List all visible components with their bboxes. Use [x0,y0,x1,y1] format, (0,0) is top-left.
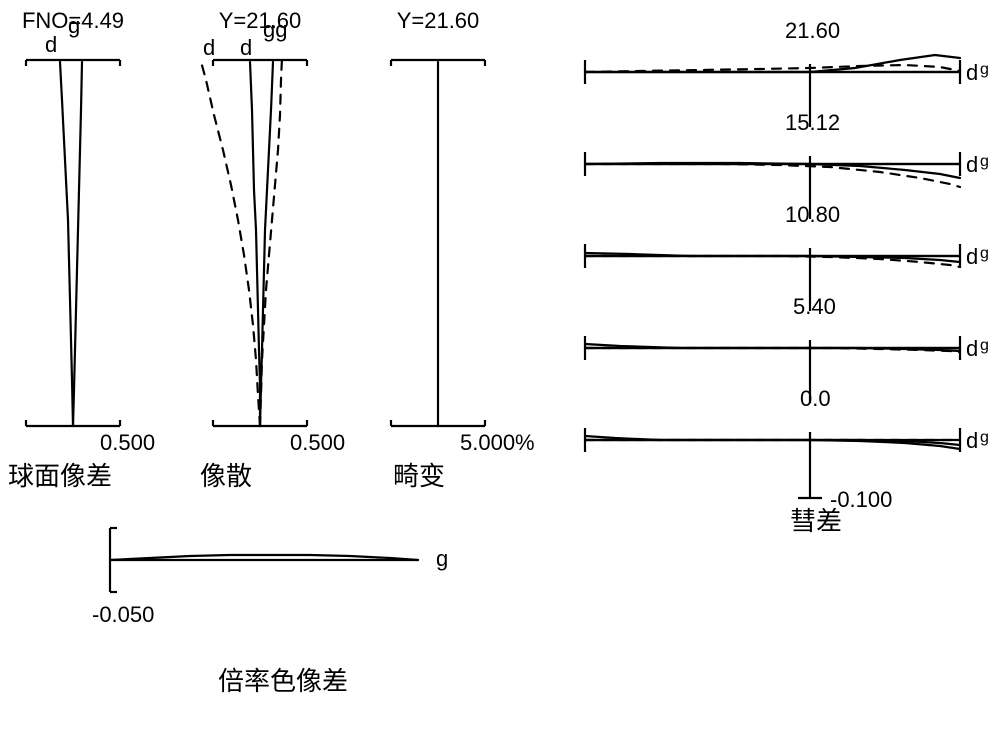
svg-text:g: g [980,337,989,354]
svg-text:21.60: 21.60 [785,18,840,43]
svg-text:g: g [980,61,989,78]
svg-text:d: d [966,152,978,177]
svg-text:d: d [203,35,215,60]
svg-text:畸变: 畸变 [393,462,445,491]
svg-text:-0.050: -0.050 [92,602,154,627]
svg-text:gg: gg [263,17,287,42]
svg-text:Y=21.60: Y=21.60 [397,8,480,33]
svg-text:0.0: 0.0 [800,386,831,411]
svg-text:g: g [980,245,989,262]
svg-text:d: d [45,32,57,57]
svg-text:0.500: 0.500 [290,430,345,455]
svg-text:g: g [68,13,80,38]
svg-text:球面像差: 球面像差 [8,462,112,491]
svg-text:0.500: 0.500 [100,430,155,455]
svg-text:g: g [980,429,989,446]
svg-text:g: g [980,153,989,170]
svg-text:像散: 像散 [200,462,252,491]
svg-text:10.80: 10.80 [785,202,840,227]
svg-text:g: g [436,546,448,571]
svg-text:5.000%: 5.000% [460,430,535,455]
svg-text:倍率色像差: 倍率色像差 [218,667,348,696]
svg-text:Y=21.60: Y=21.60 [219,8,302,33]
svg-text:d: d [240,35,252,60]
svg-text:d: d [966,244,978,269]
svg-text:d: d [966,428,978,453]
svg-text:d: d [966,336,978,361]
svg-text:15.12: 15.12 [785,110,840,135]
svg-text:彗差: 彗差 [790,507,842,536]
svg-text:5.40: 5.40 [793,294,836,319]
svg-text:d: d [966,60,978,85]
